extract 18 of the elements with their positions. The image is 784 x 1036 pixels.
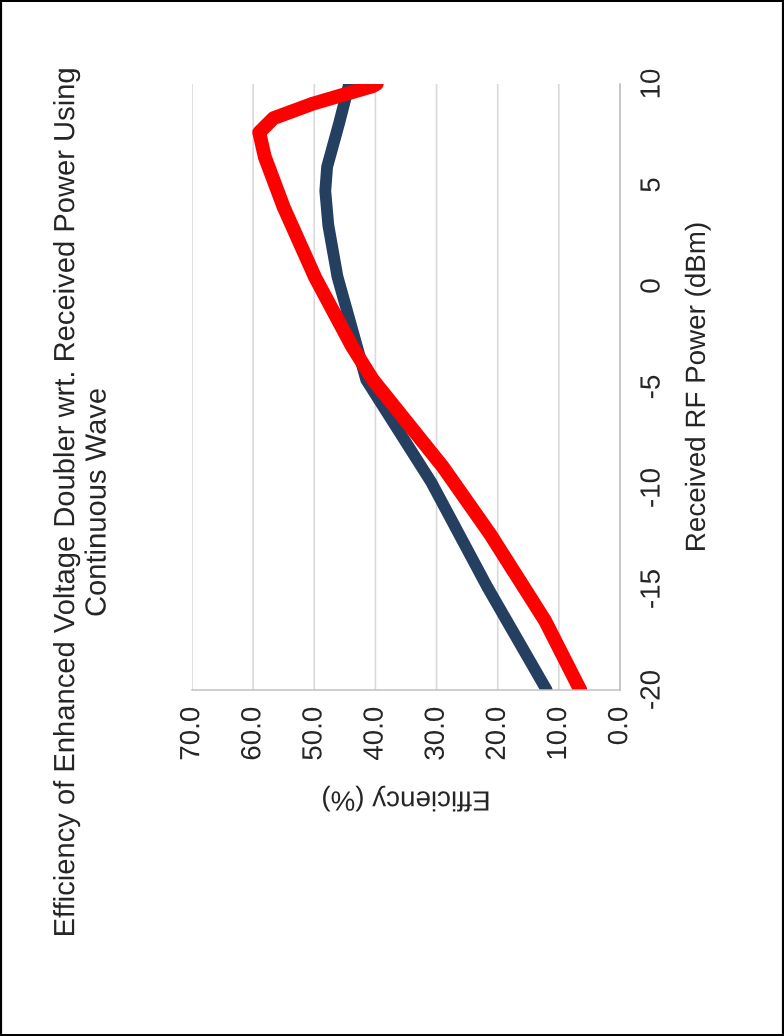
x-tick-label: 40.0 (363, 707, 383, 761)
text: Efficiency of Enhanced Voltage Doubler wrt. Received Power Using Continuous Wave (53, 69, 106, 936)
y-tick-label: 5 (640, 178, 660, 192)
x-tick-label: 70.0 (179, 707, 200, 760)
y-tick-label: -5 (640, 375, 660, 399)
x-tick-label: 20.0 (485, 707, 506, 760)
x-tick-label: 10.0 (546, 707, 567, 759)
y-tick-label: 10 (640, 69, 660, 98)
x-tick-label: 0.0 (607, 707, 628, 745)
x-tick-label: 50.0 (302, 707, 322, 760)
y-tick-label: -10 (640, 469, 660, 507)
x-tick-label: 30.0 (424, 707, 445, 760)
x-axis-title: Efficiency (%) (323, 785, 489, 812)
y-tick-label: 0 (640, 279, 660, 293)
y-tick-label: -20 (640, 671, 660, 709)
x-tick-label: 60.0 (240, 707, 261, 760)
y-axis-title: Received RF Power (dBm) (684, 223, 711, 550)
y-tick-label: -15 (640, 570, 660, 608)
